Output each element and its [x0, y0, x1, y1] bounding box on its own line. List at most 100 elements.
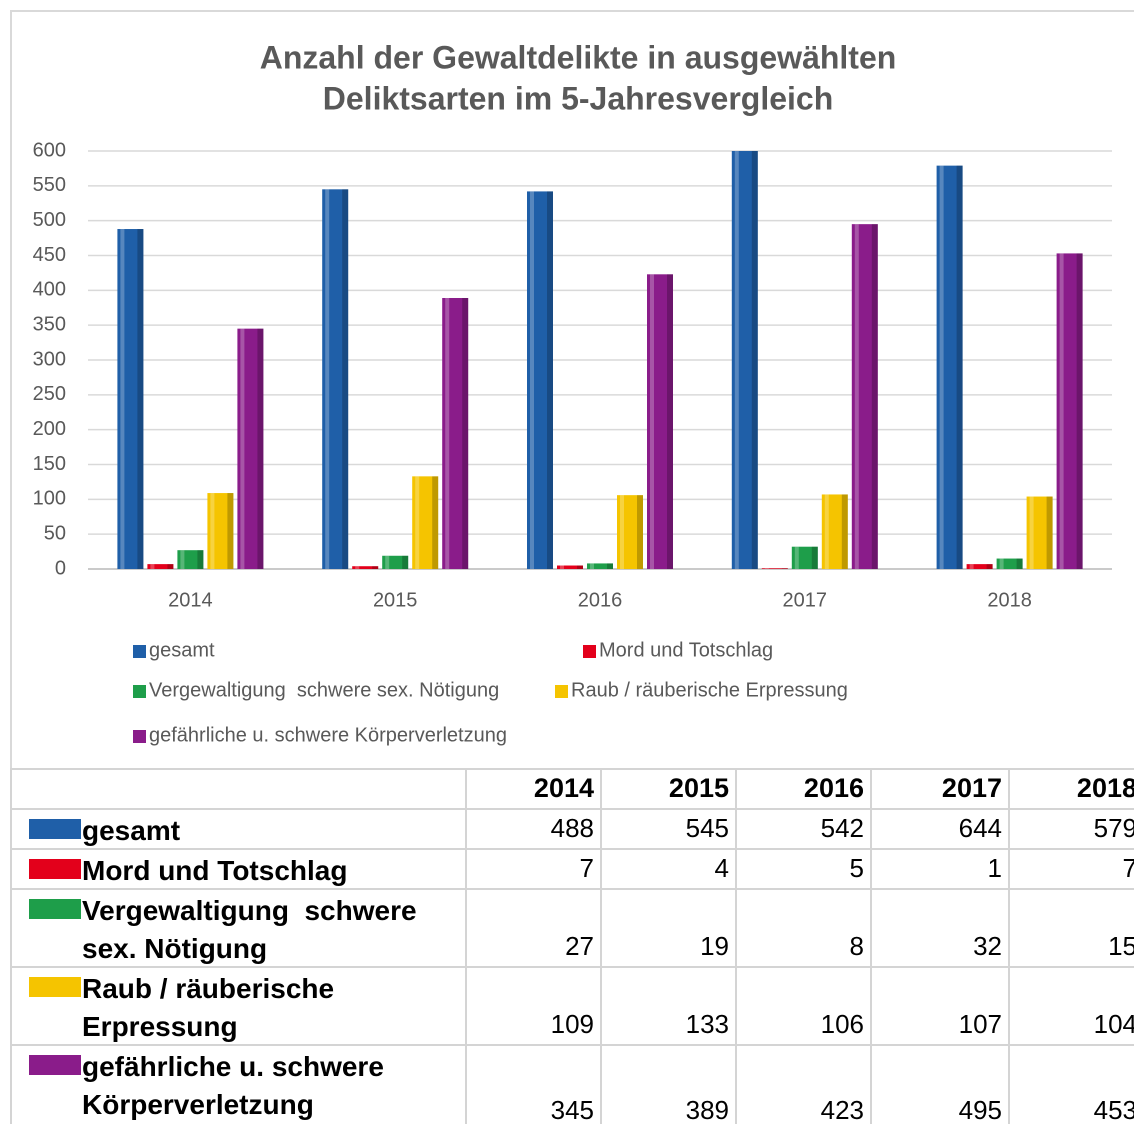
y-tick-label: 0 — [55, 557, 66, 579]
table-header: 2016 — [735, 768, 872, 810]
plot-area — [117, 151, 1083, 570]
x-tick-label: 2015 — [373, 589, 418, 611]
bar — [966, 564, 993, 569]
bar-highlight — [415, 476, 420, 569]
bar — [731, 151, 758, 569]
row-label-text: Raub / räuberische Erpressung — [82, 973, 342, 1042]
bar-highlight — [939, 165, 944, 569]
bar-highlight — [1059, 253, 1064, 569]
y-tick-label: 200 — [33, 418, 66, 440]
bar-shade — [841, 494, 848, 569]
table-row-label: gesamt — [10, 808, 467, 850]
bar-shade — [871, 224, 878, 569]
table-row-label: Mord und Totschlag — [10, 848, 467, 890]
table-value: 104 — [1008, 966, 1134, 1046]
table-value: 19 — [600, 888, 737, 968]
x-tick-label: 2016 — [578, 589, 623, 611]
table-value: 1 — [870, 848, 1010, 890]
table-swatch — [29, 859, 81, 879]
bar — [207, 493, 234, 569]
bar — [442, 297, 469, 569]
y-tick-label: 400 — [33, 279, 66, 301]
legend-swatch — [583, 645, 596, 658]
legend-label: Mord und Totschlag — [599, 639, 773, 661]
legend-swatch — [133, 645, 146, 658]
table-value: 5 — [735, 848, 872, 890]
bar-shade — [402, 555, 409, 569]
bar-shade — [781, 568, 788, 569]
bar — [617, 495, 643, 569]
bar — [936, 165, 963, 569]
x-tick-label: 2017 — [783, 589, 828, 611]
table-value: 133 — [600, 966, 737, 1046]
bar-shade — [167, 564, 174, 569]
table-corner — [10, 768, 467, 810]
bar-highlight — [734, 151, 739, 569]
bar-highlight — [240, 328, 245, 569]
bar-shade — [342, 189, 349, 570]
bar-highlight — [620, 495, 624, 569]
y-tick-label: 250 — [33, 383, 66, 405]
table-value: 107 — [870, 966, 1010, 1046]
bar-highlight — [445, 297, 450, 569]
bar — [352, 566, 379, 569]
legend-swatch — [133, 685, 146, 698]
table-value: 495 — [870, 1044, 1010, 1124]
bar — [527, 191, 553, 569]
table-value: 4 — [600, 848, 737, 890]
x-tick-label: 2018 — [987, 589, 1032, 611]
bar-shade — [986, 564, 993, 569]
table-value: 7 — [465, 848, 602, 890]
bar-highlight — [969, 564, 974, 569]
bar — [177, 550, 204, 569]
table-row-label: gefährliche u. schwere Körperverletzung — [10, 1044, 467, 1124]
bar-highlight — [120, 229, 125, 569]
legend-label: gefährliche u. schwere Körperverletzung — [149, 724, 507, 746]
bar-highlight — [999, 558, 1004, 569]
y-tick-label: 350 — [33, 313, 66, 335]
chart: Anzahl der Gewaltdelikte in ausgewählten… — [10, 10, 1134, 768]
bar-highlight — [355, 566, 360, 569]
bar-highlight — [150, 564, 155, 569]
bar-highlight — [854, 224, 859, 569]
y-tick-label: 450 — [33, 244, 66, 266]
table-header: 2015 — [600, 768, 737, 810]
bar-shade — [607, 563, 613, 569]
bar — [996, 558, 1023, 569]
y-tick-label: 550 — [33, 174, 66, 196]
bar-shade — [197, 550, 204, 569]
y-tick-label: 300 — [33, 348, 66, 370]
table-swatch — [29, 819, 81, 839]
bar-shade — [1046, 496, 1053, 569]
table-value: 542 — [735, 808, 872, 850]
bar-shade — [751, 151, 758, 569]
table-value: 8 — [735, 888, 872, 968]
table-value: 109 — [465, 966, 602, 1046]
table-value: 545 — [600, 808, 737, 850]
bar-shade — [956, 165, 963, 569]
bar-shade — [577, 565, 583, 569]
bar — [237, 328, 264, 569]
bar-highlight — [325, 189, 330, 570]
bar-shade — [372, 566, 379, 569]
bar-highlight — [764, 568, 769, 569]
bar-highlight — [530, 191, 534, 569]
bar-highlight — [560, 565, 564, 569]
table-swatch — [29, 1055, 81, 1075]
table-swatch — [29, 899, 81, 919]
bar-highlight — [210, 493, 215, 569]
bar-highlight — [1029, 496, 1034, 569]
table-header: 2014 — [465, 768, 602, 810]
table-value: 32 — [870, 888, 1010, 968]
bar-shade — [547, 191, 553, 569]
bar — [587, 563, 613, 569]
table-header: 2017 — [870, 768, 1010, 810]
bar — [821, 494, 848, 569]
y-tick-label: 600 — [33, 139, 66, 161]
bar-highlight — [180, 550, 185, 569]
legend-label: Raub / räuberische Erpressung — [571, 679, 848, 701]
bar-shade — [432, 476, 439, 569]
bar — [1056, 253, 1083, 569]
table-value: 579 — [1008, 808, 1134, 850]
